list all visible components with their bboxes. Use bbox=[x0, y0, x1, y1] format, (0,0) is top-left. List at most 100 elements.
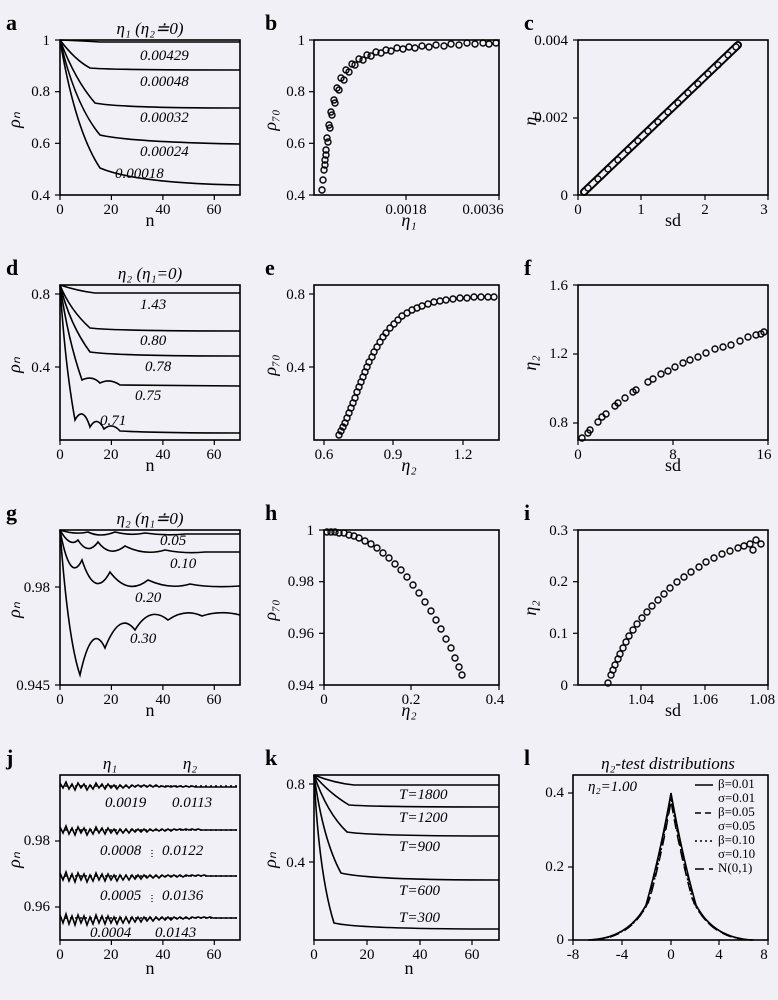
panel-a-title: η₁ (η₂≐0) bbox=[116, 19, 183, 38]
panel-j-pair-1a: 0.0019 bbox=[105, 795, 147, 811]
panel-j-series bbox=[60, 782, 240, 925]
svg-text:20: 20 bbox=[104, 202, 119, 218]
svg-text:40: 40 bbox=[156, 692, 171, 708]
panel-k-ann-3: T=900 bbox=[399, 839, 440, 855]
svg-text:σ=0.01: σ=0.01 bbox=[718, 790, 755, 805]
svg-text:1: 1 bbox=[637, 202, 645, 218]
svg-text:1.2: 1.2 bbox=[549, 346, 568, 362]
panel-j-pair-3b: 0.0136 bbox=[162, 888, 204, 904]
panel-d: d η₂ (η₁=0) ρₙ n 0.8 0.4 0 20 40 60 1.43… bbox=[0, 255, 259, 490]
svg-text:0.2: 0.2 bbox=[549, 574, 568, 590]
panel-f-ylabel: η₂ bbox=[520, 355, 540, 370]
svg-text:0.4: 0.4 bbox=[286, 188, 305, 204]
panel-k: k ρₙ n 0.8 0.4 0 20 40 60 T=1800 T=1200 … bbox=[259, 745, 518, 990]
svg-text:0.96: 0.96 bbox=[288, 626, 315, 642]
panel-k-curve-3 bbox=[314, 775, 499, 836]
svg-text:20: 20 bbox=[104, 447, 119, 463]
panel-l-xticks: -8 -4 0 4 8 bbox=[567, 940, 768, 963]
svg-text:60: 60 bbox=[207, 947, 222, 963]
panel-h-frame bbox=[324, 530, 499, 685]
svg-text:0.4: 0.4 bbox=[286, 855, 305, 871]
panel-f-points bbox=[579, 329, 767, 441]
svg-text:20: 20 bbox=[360, 947, 375, 963]
panel-h-yticks: 1 0.98 0.96 0.94 bbox=[288, 523, 324, 694]
svg-text:0.8: 0.8 bbox=[31, 287, 50, 303]
svg-text:0: 0 bbox=[56, 692, 64, 708]
svg-text:0.98: 0.98 bbox=[288, 574, 314, 590]
panel-a-xticks: 0 20 40 60 bbox=[56, 195, 221, 218]
panel-j-pair-2b: 0.0122 bbox=[162, 843, 204, 859]
panel-e-xticks: 0.6 0.9 1.2 bbox=[315, 440, 473, 463]
svg-text:20: 20 bbox=[104, 692, 119, 708]
svg-text:2: 2 bbox=[701, 202, 709, 218]
svg-text:60: 60 bbox=[207, 692, 222, 708]
figure-root: a η₁ (η₂≐0) ρₙ n 1 0.8 0.6 0.4 0 20 40 6 bbox=[0, 0, 778, 1000]
panel-letter-j: j bbox=[5, 745, 13, 770]
svg-text:60: 60 bbox=[207, 202, 222, 218]
panel-d-curve-1 bbox=[60, 285, 240, 293]
panel-g-ann-3: 0.20 bbox=[135, 590, 162, 606]
svg-text:40: 40 bbox=[156, 947, 171, 963]
panel-a-ann-3: 0.00032 bbox=[140, 110, 189, 126]
svg-text:16: 16 bbox=[757, 447, 773, 463]
panel-l-ann-ul: η₂=1.00 bbox=[588, 779, 638, 795]
panel-a-xlabel: n bbox=[146, 210, 155, 230]
panel-letter-d: d bbox=[6, 255, 18, 280]
panel-j-pair-1b: 0.0113 bbox=[172, 795, 212, 811]
svg-text:1.2: 1.2 bbox=[454, 447, 473, 463]
panel-k-ylabel: ρₙ bbox=[260, 851, 280, 869]
panel-b-xticks: 0.0018 0.0036 bbox=[385, 195, 504, 218]
svg-text:40: 40 bbox=[156, 202, 171, 218]
panel-l-yticks: 0.4 0.2 0 bbox=[545, 785, 573, 948]
svg-text:1: 1 bbox=[298, 33, 306, 49]
panel-k-curve-1 bbox=[314, 775, 499, 785]
svg-text:N(0,1): N(0,1) bbox=[718, 860, 752, 875]
svg-text:0: 0 bbox=[56, 447, 64, 463]
svg-text:0.4: 0.4 bbox=[31, 188, 50, 204]
panel-j-xticks: 0 20 40 60 bbox=[56, 940, 221, 963]
svg-text:0.0036: 0.0036 bbox=[462, 202, 504, 218]
panel-l: l η₂-test distributions η₂=1.00 0.4 0.2 … bbox=[518, 745, 778, 990]
svg-text:0.945: 0.945 bbox=[16, 678, 50, 694]
panel-letter-k: k bbox=[265, 745, 278, 770]
svg-text:8: 8 bbox=[669, 447, 677, 463]
panel-f-yticks: 1.6 1.2 0.8 bbox=[549, 278, 578, 431]
panel-d-yticks: 0.8 0.4 bbox=[31, 287, 60, 376]
panel-g: g η₂ (η₁≐0) ρₙ n 0.98 0.945 0 20 40 60 0… bbox=[0, 500, 259, 735]
panel-d-ann-3: 0.78 bbox=[145, 359, 172, 375]
svg-text:0.0018: 0.0018 bbox=[385, 202, 426, 218]
svg-text:0: 0 bbox=[561, 678, 569, 694]
svg-text:0.002: 0.002 bbox=[534, 110, 568, 126]
svg-text:0: 0 bbox=[557, 932, 565, 948]
panel-d-ann-1: 1.43 bbox=[140, 297, 166, 313]
panel-g-ann-2: 0.10 bbox=[170, 556, 197, 572]
panel-letter-e: e bbox=[265, 255, 275, 280]
svg-text:1.08: 1.08 bbox=[749, 692, 775, 708]
panel-c-yticks: 0.004 0.002 0 bbox=[534, 33, 578, 204]
panel-k-ann-2: T=1200 bbox=[399, 810, 448, 826]
panel-k-ann-5: T=300 bbox=[399, 910, 440, 926]
svg-text:40: 40 bbox=[413, 947, 428, 963]
panel-h: h ρ₇₀ η₂ 1 0.98 0.96 0.94 0 0.2 0.4 bbox=[259, 500, 518, 735]
svg-text:60: 60 bbox=[465, 947, 480, 963]
svg-text:1.04: 1.04 bbox=[628, 692, 655, 708]
panel-e-ylabel: ρ₇₀ bbox=[260, 354, 280, 376]
svg-text:0.96: 0.96 bbox=[24, 899, 51, 915]
svg-text:0.3: 0.3 bbox=[549, 523, 568, 539]
panel-j-frame bbox=[60, 775, 240, 940]
panel-g-ylabel: ρₙ bbox=[4, 601, 24, 619]
svg-text:1.06: 1.06 bbox=[692, 692, 719, 708]
svg-text:β=0.01: β=0.01 bbox=[718, 776, 755, 791]
svg-text:0.94: 0.94 bbox=[288, 678, 315, 694]
svg-text:-4: -4 bbox=[616, 947, 629, 963]
svg-text:0: 0 bbox=[310, 947, 318, 963]
svg-text:8: 8 bbox=[760, 947, 768, 963]
panel-letter-c: c bbox=[524, 10, 534, 35]
panel-b-ylabel: ρ₇₀ bbox=[260, 109, 280, 131]
panel-j-pair-4a: 0.0004 bbox=[90, 925, 132, 941]
svg-text:0.8: 0.8 bbox=[549, 415, 568, 431]
panel-a-ann-5: 0.00018 bbox=[115, 166, 164, 182]
svg-text:40: 40 bbox=[156, 447, 171, 463]
panel-e-xlabel: η₂ bbox=[401, 455, 416, 475]
panel-c-xlabel: sd bbox=[665, 210, 681, 230]
